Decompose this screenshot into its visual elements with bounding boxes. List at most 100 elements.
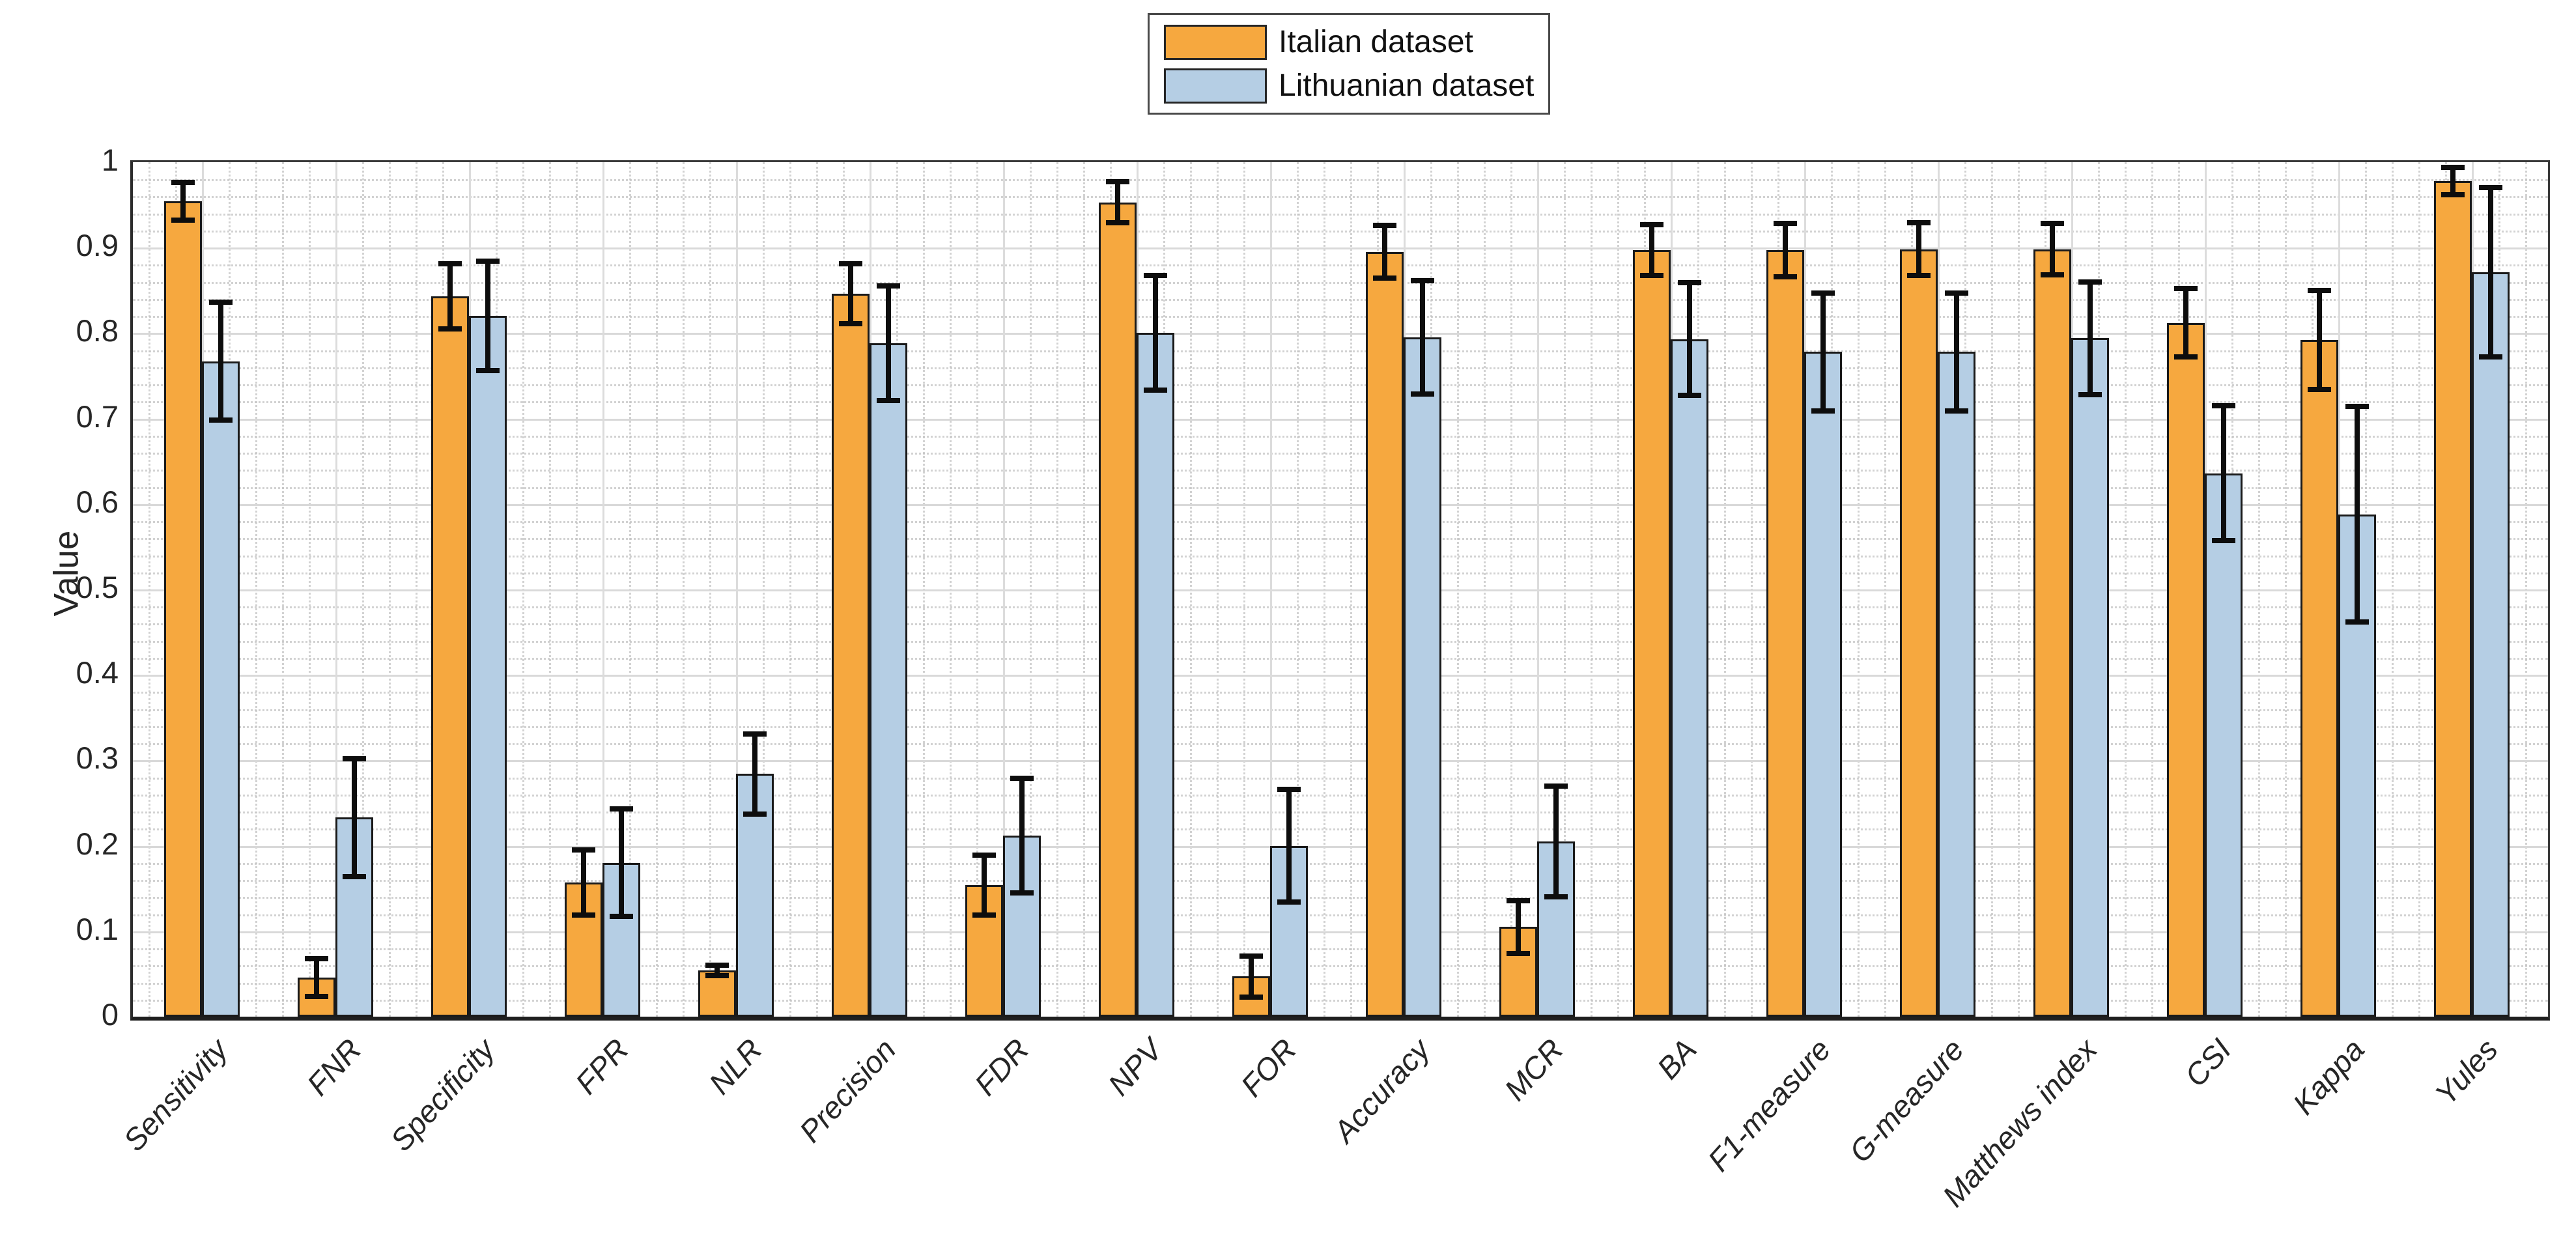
errorbar-cap-top bbox=[476, 259, 500, 264]
errorbar-italian-dataset-specificity bbox=[447, 264, 453, 329]
errorbar-cap-top bbox=[877, 283, 900, 289]
errorbar-cap-top bbox=[2345, 404, 2369, 410]
y-minor-gridline bbox=[133, 213, 2548, 216]
bar-italian-dataset-kappa bbox=[2300, 339, 2338, 1017]
y-minor-gridline bbox=[133, 367, 2548, 369]
errorbar-cap-bottom bbox=[2078, 391, 2102, 397]
errorbar-italian-dataset-csi bbox=[2183, 289, 2188, 358]
errorbar-cap-bottom bbox=[1811, 408, 1835, 414]
x-category-label-fpr: FPR bbox=[568, 1032, 636, 1101]
errorbar-cap-top bbox=[705, 963, 729, 968]
x-major-gridline bbox=[335, 162, 337, 1017]
errorbar-cap-bottom bbox=[1144, 388, 1167, 393]
y-tick-label: 0.2 bbox=[76, 826, 119, 861]
errorbar-cap-bottom bbox=[1907, 273, 1931, 279]
errorbar-cap-bottom bbox=[2212, 538, 2235, 544]
bar-italian-dataset-ba bbox=[1633, 250, 1671, 1017]
x-category-label-kappa: Kappa bbox=[2286, 1032, 2371, 1122]
errorbar-cap-bottom bbox=[343, 873, 366, 879]
bar-italian-dataset-nlr bbox=[698, 970, 736, 1017]
y-tick-label: 0.4 bbox=[76, 655, 119, 690]
x-category-label-npv: NPV bbox=[1101, 1032, 1170, 1102]
errorbar-cap-top bbox=[1373, 223, 1396, 229]
y-minor-gridline bbox=[133, 521, 2548, 524]
errorbar-italian-dataset-matthews-index bbox=[2050, 223, 2055, 275]
errorbar-cap-top bbox=[1640, 221, 1663, 227]
errorbar-cap-top bbox=[1106, 179, 1129, 185]
errorbar-italian-dataset-kappa bbox=[2317, 290, 2322, 389]
y-tick-label: 0.1 bbox=[76, 911, 119, 946]
errorbar-lithuanian-dataset-ba bbox=[1687, 282, 1692, 396]
bar-italian-dataset-sensitivity bbox=[164, 201, 202, 1017]
errorbar-cap-bottom bbox=[1774, 274, 1797, 279]
errorbar-cap-top bbox=[1277, 787, 1301, 792]
y-minor-gridline bbox=[133, 606, 2548, 609]
errorbar-cap-bottom bbox=[171, 218, 195, 223]
errorbar-cap-bottom bbox=[2345, 619, 2369, 625]
errorbar-cap-bottom bbox=[438, 326, 462, 332]
x-category-label-fnr: FNR bbox=[300, 1032, 369, 1102]
errorbar-cap-bottom bbox=[1106, 220, 1129, 226]
y-major-gridline bbox=[133, 589, 2548, 591]
errorbar-italian-dataset-npv bbox=[1115, 182, 1120, 223]
y-minor-gridline bbox=[133, 350, 2548, 352]
y-tick-label: 0.6 bbox=[76, 484, 119, 519]
y-minor-gridline bbox=[133, 401, 2548, 404]
x-category-label-ba: BA bbox=[1650, 1032, 1704, 1086]
y-minor-gridline bbox=[133, 316, 2548, 318]
errorbar-italian-dataset-f1-measure bbox=[1783, 223, 1788, 277]
errorbar-cap-bottom bbox=[972, 912, 996, 918]
y-minor-gridline bbox=[133, 999, 2548, 1002]
bar-italian-dataset-csi bbox=[2167, 322, 2205, 1017]
bar-lithuanian-dataset-accuracy bbox=[1404, 337, 1441, 1017]
y-minor-gridline bbox=[133, 777, 2548, 780]
y-major-gridline bbox=[133, 760, 2548, 763]
y-minor-gridline bbox=[133, 555, 2548, 557]
errorbar-cap-bottom bbox=[1411, 391, 1434, 397]
x-category-label-fdr: FDR bbox=[968, 1032, 1036, 1102]
errorbar-cap-bottom bbox=[1507, 950, 1530, 956]
y-minor-gridline bbox=[133, 538, 2548, 541]
legend-label-lithuanian-dataset: Lithuanian dataset bbox=[1279, 68, 1535, 103]
errorbar-lithuanian-dataset-precision bbox=[886, 286, 891, 401]
y-minor-gridline bbox=[133, 435, 2548, 438]
x-category-label-csi: CSI bbox=[2177, 1032, 2238, 1094]
y-minor-gridline bbox=[133, 965, 2548, 968]
bar-lithuanian-dataset-sensitivity bbox=[202, 361, 240, 1017]
y-major-gridline bbox=[133, 418, 2548, 421]
y-major-gridline bbox=[133, 931, 2548, 933]
bar-lithuanian-dataset-ba bbox=[1671, 339, 1708, 1017]
y-minor-gridline bbox=[133, 897, 2548, 899]
x-major-gridline bbox=[1537, 162, 1539, 1017]
y-tick-label: 0.8 bbox=[76, 313, 119, 348]
errorbar-italian-dataset-mcr bbox=[1516, 900, 1521, 953]
errorbar-cap-top bbox=[1544, 783, 1568, 789]
errorbar-cap-bottom bbox=[2479, 354, 2502, 360]
y-minor-gridline bbox=[133, 453, 2548, 455]
y-minor-gridline bbox=[133, 487, 2548, 489]
x-major-gridline bbox=[1003, 162, 1005, 1017]
errorbar-cap-top bbox=[572, 847, 595, 853]
legend-item-italian-dataset: Italian dataset bbox=[1164, 24, 1534, 60]
errorbar-italian-dataset-yules bbox=[2450, 167, 2456, 195]
errorbar-italian-dataset-accuracy bbox=[1382, 225, 1387, 279]
errorbar-lithuanian-dataset-csi bbox=[2221, 405, 2226, 541]
x-category-label-specificity: Specificity bbox=[384, 1032, 502, 1158]
errorbar-lithuanian-dataset-nlr bbox=[752, 733, 757, 815]
errorbar-cap-bottom bbox=[1945, 408, 1968, 414]
y-minor-gridline bbox=[133, 640, 2548, 643]
errorbar-cap-top bbox=[209, 300, 233, 305]
errorbar-cap-bottom bbox=[476, 368, 500, 374]
errorbar-lithuanian-dataset-matthews-index bbox=[2088, 281, 2093, 395]
bar-italian-dataset-yules bbox=[2434, 180, 2472, 1017]
errorbar-cap-top bbox=[2441, 164, 2465, 170]
y-tick-label: 0.9 bbox=[76, 228, 119, 263]
bar-italian-dataset-specificity bbox=[431, 296, 469, 1017]
x-major-gridline bbox=[1270, 162, 1272, 1017]
errorbar-cap-bottom bbox=[305, 993, 328, 999]
errorbar-italian-dataset-sensitivity bbox=[180, 182, 186, 221]
errorbar-cap-top bbox=[1774, 221, 1797, 227]
errorbar-lithuanian-dataset-mcr bbox=[1553, 785, 1559, 897]
bar-lithuanian-dataset-f1-measure bbox=[1804, 352, 1842, 1017]
